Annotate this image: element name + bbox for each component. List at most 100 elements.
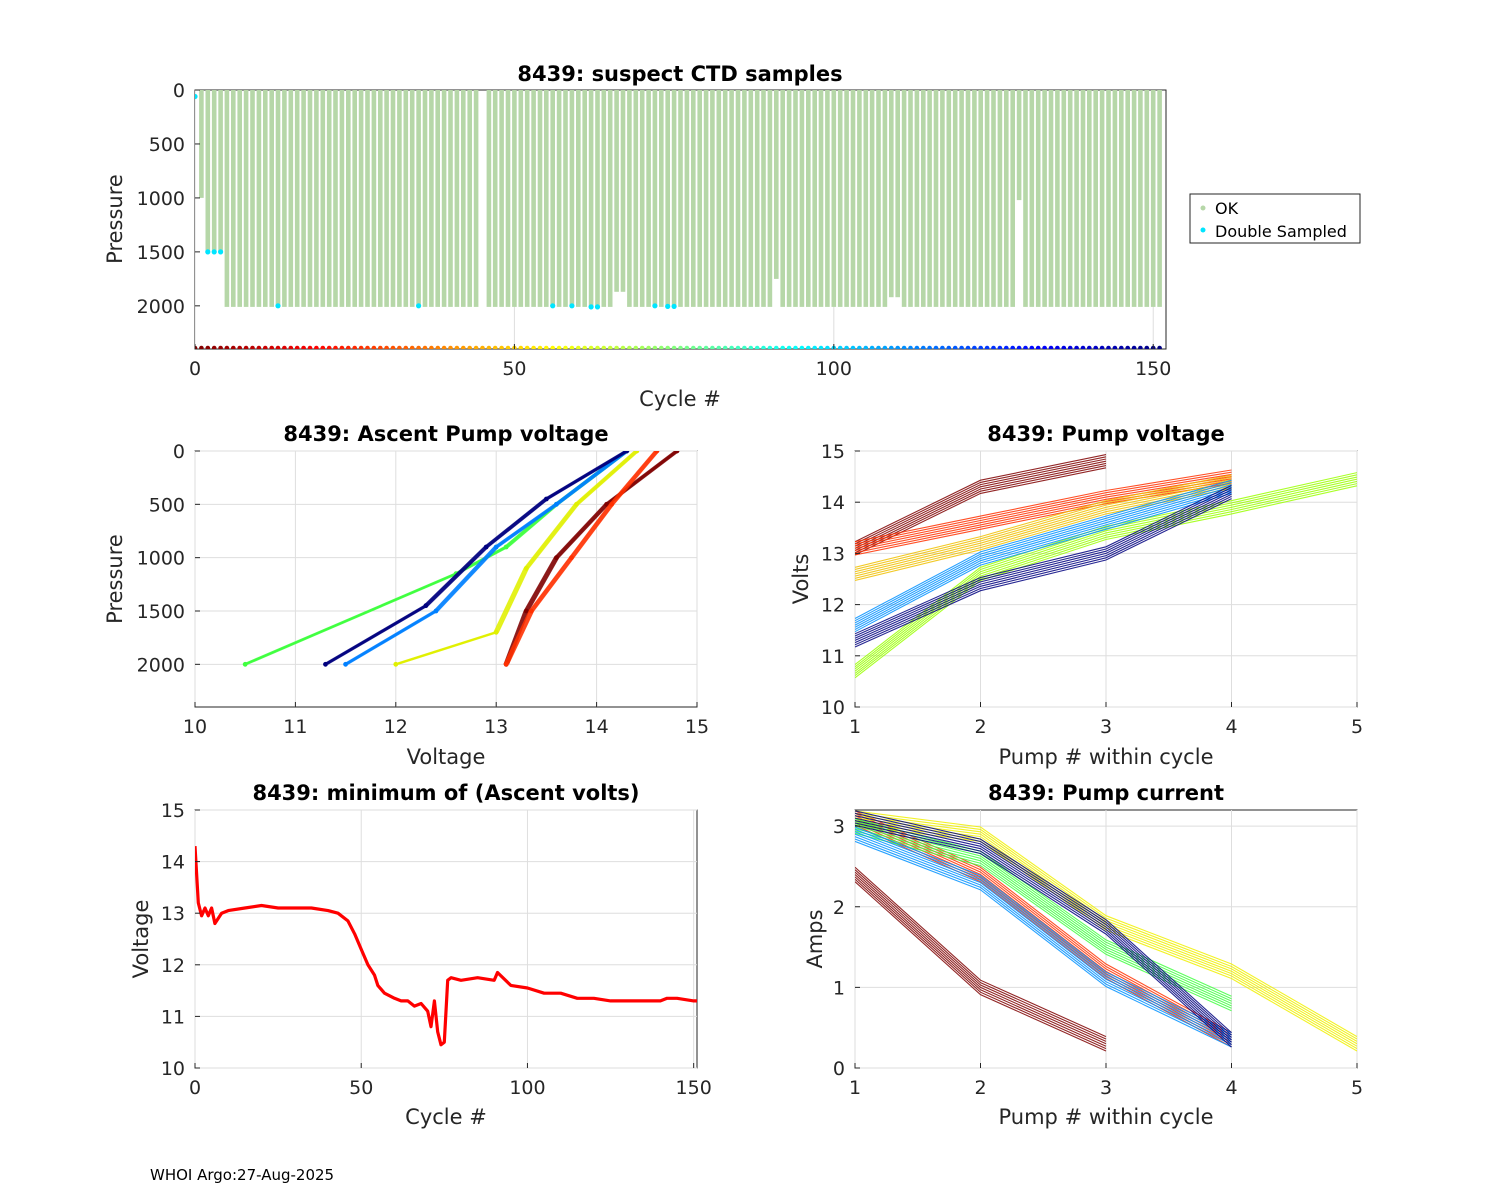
pumpc-series-line (855, 836, 1232, 1043)
cycle-marker (921, 345, 926, 349)
pumpc-series-line (855, 812, 1232, 1036)
ok-profile-bar (972, 90, 977, 307)
double-sampled-point (652, 303, 658, 309)
ok-profile-bar (889, 90, 894, 298)
pumpc-series-line (855, 869, 1107, 1040)
pumpc-series-line (855, 878, 1107, 1050)
ok-profile-bar (499, 90, 504, 307)
samples-ylabel: Pressure (103, 174, 127, 264)
cycle-marker (524, 345, 530, 349)
double-sampled-point (550, 303, 556, 309)
pumpc-series-line (855, 840, 1232, 1048)
ok-profile-bar (473, 90, 479, 307)
pumpc-series-line (855, 822, 1232, 1046)
ascent-point (242, 661, 248, 667)
pumpc-series-line (855, 824, 1232, 1048)
cycle-marker (492, 345, 498, 349)
double-sampled-point (594, 304, 601, 310)
pumpv-series-line (855, 481, 1232, 622)
pumpv-series-line (855, 462, 1107, 551)
cycle-marker (799, 345, 805, 349)
ok-profile-bar (275, 90, 281, 307)
cycle-marker (1029, 345, 1035, 349)
ok-profile-bar (1144, 90, 1150, 307)
cycle-marker (914, 345, 920, 349)
y-tick-label: 1000 (137, 188, 185, 210)
minv-panel: 0 50 100 150 10 11 12 13 14 15 8439: minimum of (… (129, 781, 712, 1129)
double-sampled-point (205, 249, 211, 255)
pumpv-series-line (855, 487, 1232, 582)
ok-profile-bar (754, 90, 760, 307)
ok-profile-bar (761, 90, 766, 307)
cycle-marker (275, 345, 281, 349)
pumpv-series-line (855, 456, 1107, 545)
cycle-marker (403, 345, 409, 349)
cycle-marker (659, 345, 664, 349)
legend-ok-marker (1200, 205, 1206, 211)
cycle-marker (588, 345, 594, 349)
cycle-marker (531, 345, 536, 349)
pumpc-series-line (855, 830, 1232, 1009)
ascent-point (393, 661, 399, 667)
cycle-marker (639, 345, 645, 349)
ok-profile-bar (224, 90, 230, 307)
ascent-point (493, 544, 499, 550)
ok-profile-bar (646, 90, 651, 307)
ok-profile-bar (1074, 90, 1079, 307)
ok-profile-bar (569, 90, 575, 307)
ascent-point (323, 661, 328, 667)
ok-profile-bar (639, 90, 645, 307)
ok-profile-bar (1080, 90, 1086, 307)
ok-profile-bar (595, 90, 600, 307)
cycle-marker (1035, 345, 1041, 349)
ascent-point (433, 608, 439, 614)
ok-profile-bar (921, 90, 926, 307)
cycle-marker (927, 345, 932, 349)
cycle-marker (869, 345, 875, 349)
ok-profile-bar (371, 90, 377, 307)
ok-profile-bar (933, 90, 939, 307)
ok-profile-bar (384, 90, 389, 307)
ok-profile-bar (716, 90, 722, 307)
cycle-marker (850, 345, 856, 349)
pumpc-series-line (855, 810, 1232, 1034)
cycle-marker (518, 345, 524, 349)
ascent-point (423, 603, 429, 609)
ok-profile-bar (237, 90, 242, 307)
cycle-marker (199, 345, 204, 349)
ascent-point (574, 501, 579, 507)
x-tick-label: 2 (974, 1077, 986, 1099)
ok-profile-bar (1099, 90, 1105, 307)
ok-profile-bar (365, 90, 370, 307)
ok-profile-bar (346, 90, 351, 307)
x-tick-label: 4 (1225, 716, 1237, 738)
ascent-point (604, 501, 609, 507)
cycle-marker (933, 345, 939, 349)
minv-ylabel: Voltage (129, 900, 153, 979)
cycle-marker (857, 345, 862, 349)
cycle-marker (537, 345, 543, 349)
x-tick-label: 10 (183, 716, 207, 738)
ok-profile-bar (812, 90, 817, 307)
pumpc-series-line (855, 838, 1232, 1046)
ascent-point (493, 629, 499, 635)
ok-profile-bar (952, 90, 958, 307)
ok-profile-bar (1131, 90, 1137, 307)
minv-ticks: 0 50 100 150 10 11 12 13 14 15 (161, 800, 712, 1099)
cycle-marker (901, 345, 907, 349)
ok-profile-bar (537, 90, 543, 307)
double-sampled-point (195, 93, 198, 100)
x-tick-label: 12 (384, 716, 408, 738)
ok-profile-bar (627, 90, 632, 307)
cycle-marker (473, 345, 479, 349)
cycle-marker (965, 345, 971, 349)
ok-profile-bar (844, 90, 849, 307)
y-tick-label: 500 (149, 134, 185, 156)
pumpc-series-line (855, 815, 1232, 1038)
pumpc-ylabel: Amps (803, 909, 827, 968)
ok-profile-bar (1106, 90, 1111, 307)
cycle-marker (908, 345, 913, 349)
ok-profile-bar (403, 90, 409, 307)
pumpv-ylabel: Volts (789, 554, 813, 605)
cycle-marker (333, 345, 338, 349)
